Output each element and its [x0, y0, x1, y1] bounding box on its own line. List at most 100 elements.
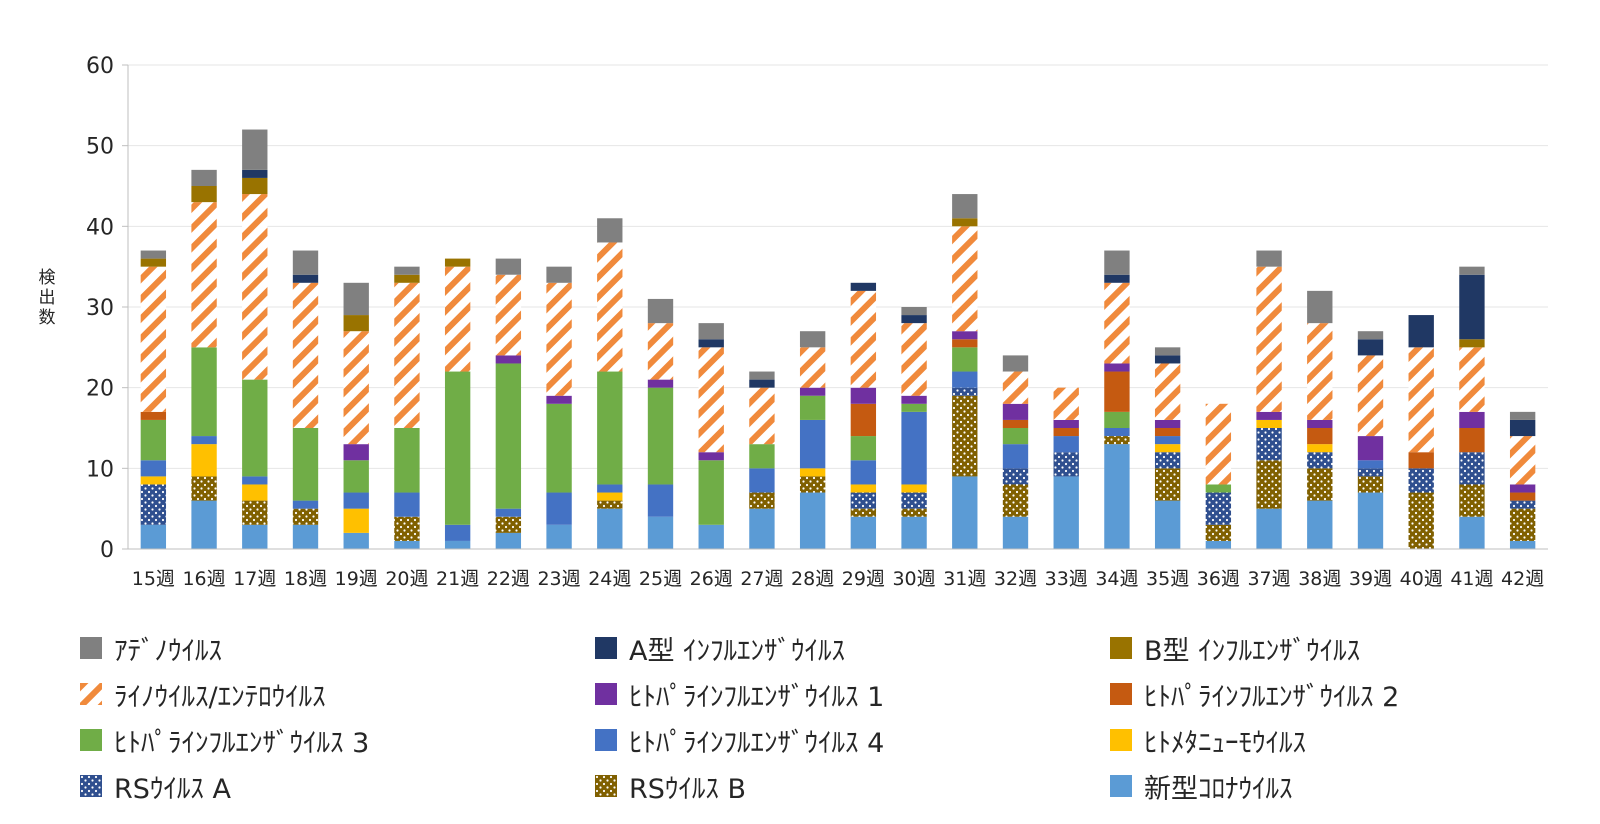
bar-segment	[292, 524, 319, 549]
bar-segment	[343, 282, 369, 316]
bar-segment	[901, 323, 927, 396]
bar-segment	[597, 242, 623, 372]
bar-segment	[1154, 468, 1181, 501]
x-tick-label: 27週	[740, 568, 783, 590]
legend-swatch	[1110, 683, 1132, 705]
bar-segment	[1307, 468, 1333, 501]
bar-segment	[1307, 452, 1333, 469]
bar-segment	[1256, 428, 1282, 461]
bar-segment	[597, 484, 623, 493]
x-tick-label: 25週	[639, 568, 682, 590]
bar-segment	[901, 516, 927, 549]
bar-segment	[1154, 444, 1181, 453]
x-tick-label: 31週	[943, 568, 986, 590]
bar-segment	[698, 339, 724, 348]
x-tick-label: 30週	[892, 568, 935, 590]
bar-segment	[1256, 250, 1282, 267]
x-tick-label: 40週	[1400, 568, 1443, 590]
legend-label: A型 ｲﾝﾌﾙｴﾝｻﾞｳｲﾙｽ	[629, 635, 846, 667]
bar-segment	[1002, 419, 1029, 428]
bar-segment	[901, 315, 927, 324]
bar-segment	[546, 282, 572, 396]
bar-segment	[1205, 484, 1232, 493]
bar-segment	[343, 492, 369, 509]
bar-segment	[850, 403, 877, 437]
x-tick-label: 23週	[537, 568, 580, 590]
gridlines	[128, 64, 1548, 469]
bar-segment	[698, 452, 724, 461]
bar-segment	[850, 508, 877, 517]
legend-label: B型 ｲﾝﾌﾙｴﾝｻﾞｳｲﾙｽ	[1144, 635, 1361, 667]
axes	[122, 64, 1548, 550]
bar-segment	[1408, 468, 1434, 493]
bar-segment	[901, 411, 927, 485]
bar-segment	[749, 508, 775, 549]
bar-segment	[343, 315, 369, 332]
x-tick-label: 21週	[436, 568, 479, 590]
bar-segment	[1053, 476, 1079, 549]
x-tick-label: 35週	[1146, 568, 1189, 590]
bar-segment	[1256, 508, 1282, 549]
bar-segment	[242, 500, 268, 525]
tick-labels: 0 10 20 30 40 50 60 15週 16週 17週 18週 19週 20週 21週 22週 23週…	[86, 54, 1544, 590]
bar-segment	[444, 258, 471, 267]
bar-segment	[952, 347, 978, 372]
bar-segment	[191, 169, 217, 186]
bar-segment	[749, 444, 775, 469]
legend-item: ﾋﾄﾊﾟﾗｲﾝﾌﾙｴﾝｻﾞｳｲﾙｽ 3	[80, 720, 369, 760]
bar-segment	[546, 492, 572, 525]
stacked-bar-chart: 0 10 20 30 40 50 60 15週 16週 17週 18週 19週 20週 21週 22週 23週…	[39, 54, 1548, 590]
bar-segment	[647, 484, 674, 517]
legend-item: A型 ｲﾝﾌﾙｴﾝｻﾞｳｲﾙｽ	[595, 628, 845, 668]
x-tick-label: 16週	[182, 568, 225, 590]
x-tick-label: 28週	[791, 568, 834, 590]
bar-segment	[1104, 274, 1130, 283]
legend-item: ﾋﾄﾊﾟﾗｲﾝﾌﾙｴﾝｻﾞｳｲﾙｽ 1	[595, 674, 884, 714]
bar-segment	[850, 516, 877, 549]
bar-segment	[1053, 436, 1079, 453]
x-tick-label: 29週	[842, 568, 885, 590]
legend-item: RSｳｲﾙｽ A	[80, 766, 231, 806]
bar-segment	[799, 395, 826, 420]
bar-segment	[597, 371, 623, 485]
bar-segment	[292, 428, 319, 501]
bar-segment	[444, 371, 471, 525]
bar-segment	[1307, 428, 1333, 445]
bar-segment	[1002, 428, 1029, 445]
bar-segment	[647, 516, 674, 549]
legend-swatch	[80, 637, 102, 659]
bar-segment	[343, 532, 369, 549]
bar-segment	[1357, 436, 1384, 461]
legend-label: ｱﾃﾞﾉｳｲﾙｽ	[114, 635, 222, 667]
bar-segment	[140, 419, 167, 461]
bar-segment	[191, 444, 217, 477]
bar-segment	[799, 331, 826, 348]
bar-segment	[1357, 355, 1384, 437]
bar-segment	[1509, 411, 1536, 420]
bar-segment	[292, 274, 319, 283]
y-tick-label: 40	[86, 215, 114, 240]
bar-segment	[647, 379, 674, 388]
bar-segment	[292, 282, 319, 428]
bar-segment	[799, 492, 826, 549]
bar-segment	[1002, 355, 1029, 372]
legend-item: ﾋﾄﾊﾟﾗｲﾝﾌﾙｴﾝｻﾞｳｲﾙｽ 2	[1110, 674, 1399, 714]
legend-swatch	[595, 729, 617, 751]
bar-segment	[1509, 500, 1536, 509]
bar-segment	[191, 347, 217, 437]
bar-segment	[1205, 524, 1232, 541]
bar-segment	[1307, 419, 1333, 428]
bar-segment	[1104, 428, 1130, 437]
bar-segment	[1307, 444, 1333, 453]
bar-segment	[1459, 516, 1485, 549]
bar-segment	[850, 282, 877, 291]
x-tick-label: 18週	[284, 568, 327, 590]
legend-label: 新型ｺﾛﾅｳｲﾙｽ	[1144, 773, 1293, 805]
bar-segment	[1459, 274, 1485, 340]
bar-segment	[1104, 282, 1130, 364]
bar-segment	[394, 282, 420, 428]
legend-item: ﾗｲﾉｳｲﾙｽ/ｴﾝﾃﾛｳｲﾙｽ	[80, 674, 326, 714]
bar-segment	[394, 540, 420, 549]
bar-segment	[343, 444, 369, 461]
